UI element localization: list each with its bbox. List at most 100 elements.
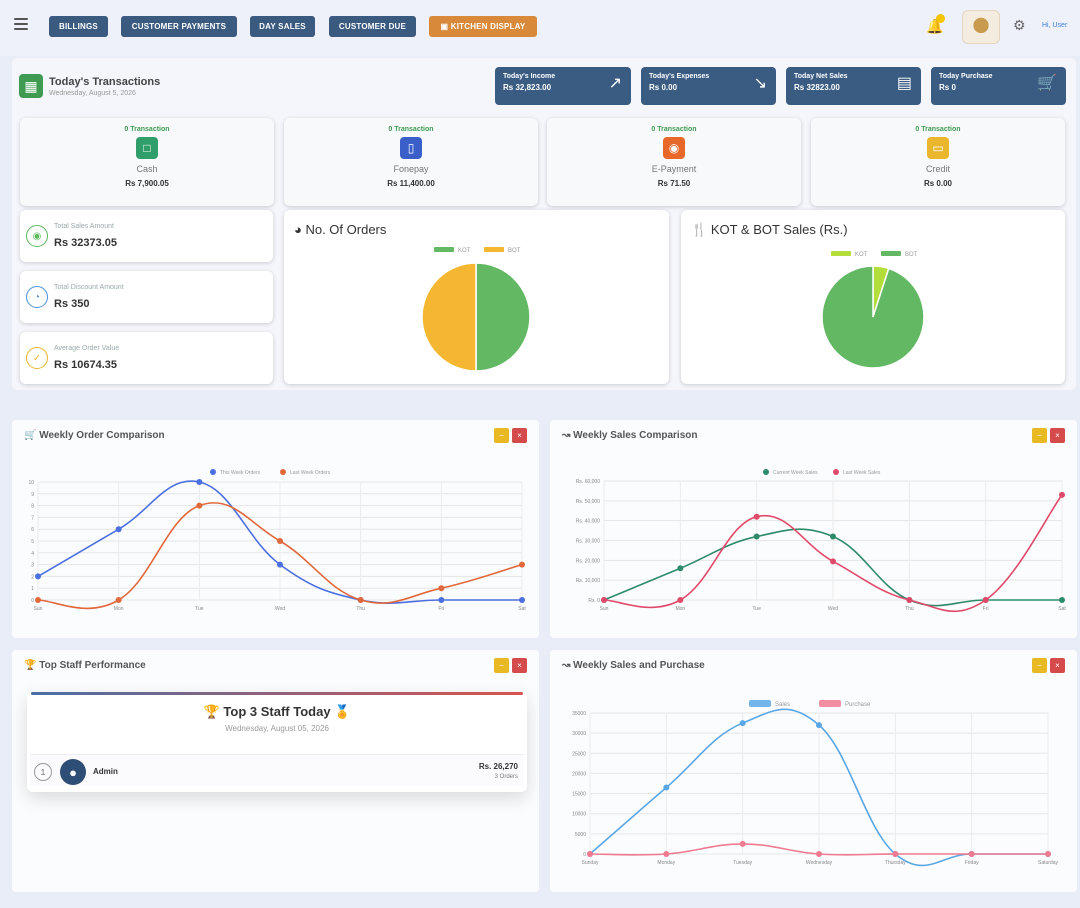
data-point bbox=[830, 558, 836, 565]
line-chart-icon: ↝ bbox=[562, 660, 574, 671]
close-button[interactable]: × bbox=[512, 658, 527, 673]
menu-icon[interactable] bbox=[14, 18, 28, 30]
close-button[interactable]: × bbox=[512, 428, 527, 443]
x-tick-label: Sat bbox=[1058, 606, 1066, 612]
kotbot-pie-card: 🍴 KOT & BOT Sales (Rs.) KOT BOT bbox=[681, 210, 1065, 384]
legend-label: BOT bbox=[905, 252, 918, 258]
data-point bbox=[277, 561, 283, 568]
x-tick-label: Sun bbox=[34, 606, 43, 612]
orders-pie-card: ◕ No. Of Orders KOT BOT bbox=[284, 210, 669, 384]
legend-label: BOT bbox=[508, 248, 521, 254]
data-point bbox=[438, 597, 445, 603]
today-net-sales-card[interactable]: Today Net Sales Rs 32823.00 ▤ bbox=[786, 67, 921, 105]
top-navbar: BILLINGS CUSTOMER PAYMENTS DAY SALES CUS… bbox=[0, 0, 1080, 56]
gear-icon[interactable]: ⚙ bbox=[1013, 17, 1026, 33]
data-point bbox=[115, 597, 122, 603]
minimize-button[interactable]: − bbox=[1032, 428, 1047, 443]
transaction-count: 0 Transaction bbox=[124, 126, 170, 133]
staff-orders: 3 Orders bbox=[494, 774, 518, 780]
x-tick-label: Sun bbox=[600, 606, 609, 612]
cash-card[interactable]: 0 Transaction □ Cash Rs 7,900.05 bbox=[20, 118, 274, 206]
transaction-count: 0 Transaction bbox=[915, 126, 961, 133]
minimize-button[interactable]: − bbox=[1032, 658, 1047, 673]
y-tick-label: 0 bbox=[31, 598, 34, 604]
billings-button[interactable]: BILLINGS bbox=[49, 16, 108, 37]
today-income-card[interactable]: Today's Income Rs 32,823.00 ↗ bbox=[495, 67, 631, 105]
e-payment-card[interactable]: 0 Transaction ◉ E-Payment Rs 71.50 bbox=[547, 118, 801, 206]
legend-label: Current Week Sales bbox=[773, 470, 818, 476]
x-tick-label: Tue bbox=[195, 606, 204, 612]
data-point bbox=[438, 585, 445, 592]
y-tick-label: Rs. 10,000 bbox=[576, 578, 600, 584]
card-value: Rs 0.00 bbox=[649, 83, 678, 92]
minimize-button[interactable]: − bbox=[494, 658, 509, 673]
legend-label: KOT bbox=[855, 252, 868, 258]
sales-purchase-title: Weekly Sales and Purchase bbox=[573, 660, 705, 671]
kitchen-display-button[interactable]: ▣ KITCHEN DISPLAY bbox=[429, 16, 537, 37]
average-order-card[interactable]: ✓ Average Order Value Rs 10674.35 bbox=[20, 332, 273, 384]
average-icon: ✓ bbox=[26, 347, 48, 369]
data-point bbox=[519, 597, 525, 603]
staff-row[interactable]: 1 ● Admin Rs. 26,270 3 Orders bbox=[30, 754, 524, 786]
y-tick-label: 10 bbox=[28, 480, 34, 486]
stat-value: Rs 350 bbox=[54, 298, 90, 310]
x-tick-label: Thu bbox=[905, 606, 914, 612]
legend-swatch bbox=[210, 469, 216, 475]
data-point bbox=[35, 573, 41, 580]
y-tick-label: 15000 bbox=[572, 792, 586, 798]
legend-label: Purchase bbox=[845, 702, 871, 708]
card-label: Today's Expenses bbox=[649, 73, 710, 80]
customer-payments-button[interactable]: CUSTOMER PAYMENTS bbox=[121, 16, 237, 37]
customer-due-button[interactable]: CUSTOMER DUE bbox=[329, 16, 416, 37]
x-tick-label: Tuesday bbox=[733, 860, 752, 866]
x-tick-label: Friday bbox=[965, 860, 979, 866]
fonepay-card[interactable]: 0 Transaction ▯ Fonepay Rs 11,400.00 bbox=[284, 118, 538, 206]
weekly-order-title: Weekly Order Comparison bbox=[39, 430, 165, 441]
card-value: Rs 0 bbox=[939, 83, 956, 92]
data-point bbox=[677, 597, 684, 603]
legend-swatch bbox=[484, 247, 504, 252]
transactions-title: Today's Transactions bbox=[49, 76, 161, 88]
data-point bbox=[739, 840, 746, 847]
x-tick-label: Tue bbox=[752, 606, 761, 612]
x-tick-label: Wed bbox=[828, 606, 838, 612]
y-tick-label: 25000 bbox=[572, 751, 586, 757]
data-point bbox=[35, 597, 41, 603]
data-point bbox=[677, 565, 684, 572]
notification-bell-icon[interactable]: 🔔 bbox=[926, 14, 945, 35]
y-tick-label: Rs. 0 bbox=[588, 598, 600, 604]
payment-name: E-Payment bbox=[651, 164, 697, 174]
notification-badge bbox=[936, 14, 945, 23]
data-point bbox=[830, 533, 836, 540]
payment-name: Credit bbox=[925, 164, 950, 174]
y-tick-label: Rs. 30,000 bbox=[576, 539, 600, 545]
user-menu[interactable]: Hi, User bbox=[1042, 22, 1068, 29]
close-button[interactable]: × bbox=[1050, 428, 1065, 443]
today-purchase-card[interactable]: Today Purchase Rs 0 🛒 bbox=[931, 67, 1066, 105]
minimize-button[interactable]: − bbox=[494, 428, 509, 443]
legend-swatch bbox=[749, 700, 771, 707]
orders-pie-chart: KOT BOT bbox=[421, 247, 531, 372]
credit-card[interactable]: 0 Transaction ▭ Credit Rs 0.00 bbox=[811, 118, 1065, 206]
credit-icon: ▭ bbox=[927, 137, 949, 159]
data-point bbox=[739, 720, 746, 727]
total-discount-card[interactable]: ◔ Total Discount Amount Rs 350 bbox=[20, 271, 273, 323]
data-point bbox=[1045, 851, 1051, 857]
trend-down-icon: ↘ bbox=[753, 75, 767, 92]
payment-amount: Rs 0.00 bbox=[923, 179, 953, 188]
x-tick-label: Mon bbox=[114, 606, 124, 612]
legend-label: Sales bbox=[775, 702, 790, 708]
y-tick-label: Rs. 50,000 bbox=[576, 499, 600, 505]
data-point bbox=[587, 851, 593, 857]
x-tick-label: Sunday bbox=[582, 860, 599, 866]
total-sales-card[interactable]: ◉ Total Sales Amount Rs 32373.05 bbox=[20, 210, 273, 262]
payment-amount: Rs 71.50 bbox=[657, 179, 691, 188]
orders-pie-title: No. Of Orders bbox=[305, 222, 387, 237]
sales-purchase-chart: 0 5000 10000 15000 20000 25000 30000 35000 Sunda… bbox=[572, 700, 1059, 867]
data-point bbox=[601, 597, 607, 603]
weekly-order-chart: 0 1 2 3 4 5 6 7 8 9 10 Sun Mon Tue Wed Thu Fri Sat This We… bbox=[28, 469, 526, 612]
data-point bbox=[892, 851, 899, 857]
day-sales-button[interactable]: DAY SALES bbox=[250, 16, 315, 37]
close-button[interactable]: × bbox=[1050, 658, 1065, 673]
today-expenses-card[interactable]: Today's Expenses Rs 0.00 ↘ bbox=[641, 67, 776, 105]
